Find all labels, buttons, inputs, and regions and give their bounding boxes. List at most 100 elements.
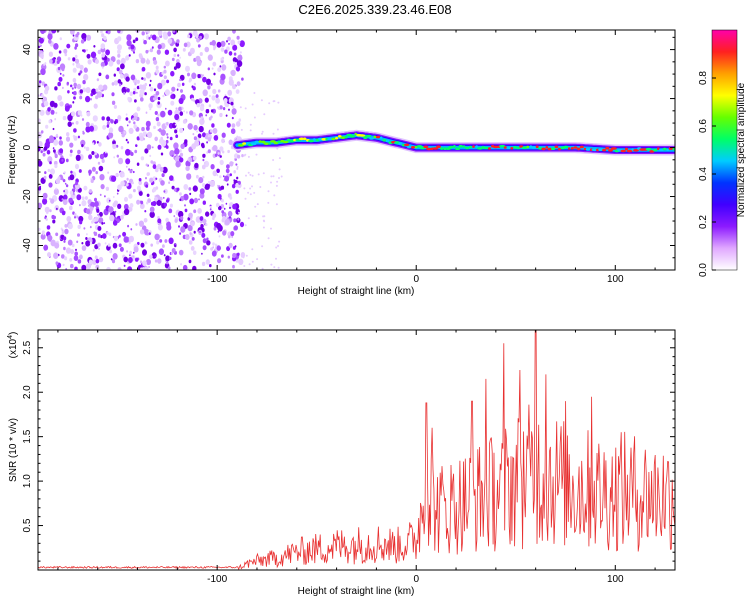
noise-blob <box>74 266 78 270</box>
signal-hotspot <box>554 145 559 149</box>
noise-blob <box>107 243 111 247</box>
noise-blob <box>212 127 218 134</box>
signal-hotspot <box>624 147 629 151</box>
colorbar-label: Normalized spectral amplitude <box>736 82 747 217</box>
signal-hotspot <box>563 145 569 149</box>
noise-blob <box>76 83 82 90</box>
noise-blob <box>201 164 206 170</box>
noise-blob <box>178 106 182 112</box>
noise-blob <box>127 141 130 144</box>
noise-blob <box>244 107 247 110</box>
snr-ylabel: SNR (10 * v/v) <box>8 418 19 482</box>
noise-blob <box>217 230 220 233</box>
noise-blob <box>167 109 173 116</box>
noise-blob <box>74 213 77 217</box>
noise-blob <box>97 226 102 231</box>
noise-blob <box>219 65 222 68</box>
noise-blob <box>40 68 46 76</box>
noise-blob <box>201 144 205 149</box>
noise-blob <box>154 255 157 258</box>
noise-blob <box>236 167 239 170</box>
noise-blob <box>59 136 62 140</box>
noise-blob <box>261 267 264 270</box>
signal-hotspot <box>605 146 610 150</box>
noise-blob <box>77 224 81 229</box>
signal-hotspot <box>380 136 383 139</box>
noise-blob <box>197 44 201 48</box>
signal-hotspot <box>591 148 598 152</box>
noise-blob <box>53 188 60 195</box>
signal-hotspot <box>610 147 617 150</box>
noise-blob <box>148 232 151 236</box>
noise-blob <box>241 255 243 258</box>
noise-blob <box>167 38 173 44</box>
noise-blob <box>199 105 205 112</box>
noise-blob <box>235 182 239 188</box>
noise-blob <box>64 53 68 57</box>
noise-blob <box>90 179 94 184</box>
noise-blob <box>64 224 68 228</box>
noise-blob <box>179 111 184 116</box>
noise-blob <box>156 240 160 245</box>
signal-hotspot <box>337 135 342 138</box>
y-tick-label: 2.0 <box>22 385 33 399</box>
noise-blob <box>141 77 144 80</box>
noise-blob <box>211 40 216 46</box>
signal-hotspot <box>672 147 675 151</box>
noise-blob <box>105 151 107 154</box>
noise-blob <box>235 66 241 72</box>
noise-blob <box>211 123 215 128</box>
y-tick-label: 2.5 <box>22 340 33 354</box>
noise-blob <box>77 135 80 139</box>
noise-blob <box>135 257 139 262</box>
noise-blob <box>86 263 91 270</box>
noise-blob <box>191 143 197 150</box>
noise-blob <box>71 91 74 94</box>
noise-blob <box>125 117 129 121</box>
signal-hotspot <box>331 137 336 141</box>
noise-blob <box>154 233 160 241</box>
noise-blob <box>149 177 154 183</box>
noise-blob <box>216 174 219 177</box>
noise-blob <box>170 251 174 255</box>
noise-blob <box>128 54 131 57</box>
noise-blob <box>202 200 206 205</box>
noise-blob <box>70 170 73 174</box>
noise-blob <box>86 53 91 59</box>
noise-blob <box>85 121 90 127</box>
signal-hotspot <box>404 143 410 147</box>
snr-scale-label: (x104) <box>7 332 19 359</box>
noise-blob <box>42 233 45 236</box>
noise-blob <box>99 153 105 160</box>
noise-blob <box>120 214 124 220</box>
noise-blob <box>205 223 208 227</box>
noise-blob <box>189 198 195 205</box>
noise-blob <box>142 131 147 137</box>
signal-hotspot <box>242 142 247 145</box>
signal-hotspot <box>506 146 511 150</box>
noise-blob <box>183 184 189 190</box>
noise-blob <box>231 235 234 239</box>
signal-hotspot <box>340 136 346 139</box>
noise-blob <box>73 96 76 100</box>
noise-blob <box>165 145 169 149</box>
noise-blob <box>79 254 83 260</box>
spectrogram-frame <box>37 29 676 271</box>
noise-blob <box>179 127 184 133</box>
noise-blob <box>277 101 280 104</box>
noise-blob <box>87 59 92 65</box>
noise-blob <box>236 60 243 67</box>
noise-blob <box>155 186 159 190</box>
signal-hotspot <box>557 147 562 151</box>
noise-blob <box>130 152 134 156</box>
x-tick-label: -100 <box>207 574 227 585</box>
noise-blob <box>51 30 57 34</box>
noise-blob <box>102 233 107 239</box>
noise-blob <box>77 110 82 116</box>
noise-blob <box>227 89 233 96</box>
chart-title: C2E6.2025.339.23.46.E08 <box>298 2 452 17</box>
noise-blob <box>66 132 70 137</box>
noise-blob <box>213 226 217 231</box>
noise-blob <box>135 59 140 64</box>
noise-blob <box>207 259 209 262</box>
